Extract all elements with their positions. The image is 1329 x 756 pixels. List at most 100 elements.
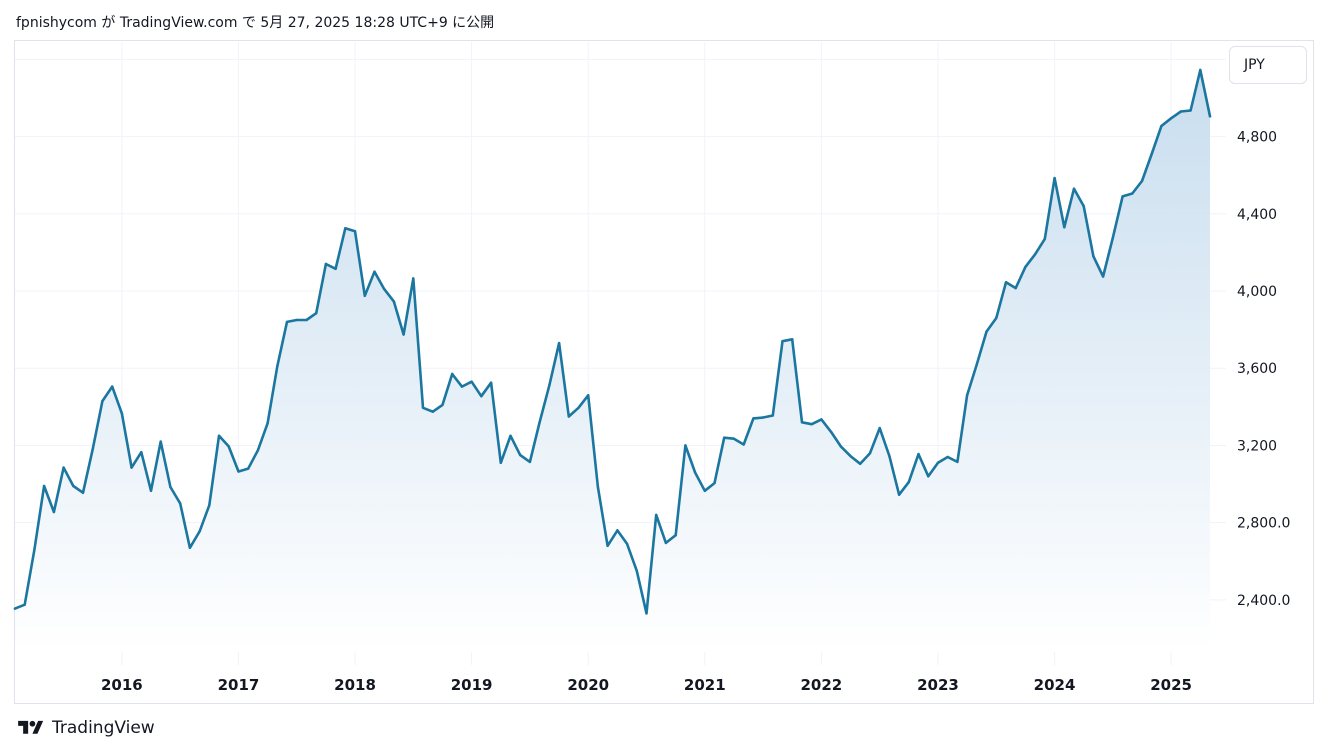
data-point (499, 461, 502, 464)
data-point (635, 569, 638, 573)
data-point (159, 440, 162, 443)
data-point (208, 504, 211, 507)
data-point (23, 603, 26, 606)
data-point (1063, 226, 1066, 229)
data-point (81, 491, 85, 494)
data-point (353, 230, 357, 233)
data-point (237, 470, 240, 473)
data-point (441, 403, 444, 407)
data-point (878, 426, 881, 430)
price-area-fill (15, 70, 1210, 652)
data-point (149, 489, 153, 492)
footer-brand-label: TradingView (52, 718, 155, 738)
data-point (800, 421, 804, 424)
data-point (781, 340, 784, 343)
data-point (1082, 204, 1085, 208)
y-tick-label: 2,800.0 (1237, 516, 1290, 532)
data-point (295, 318, 298, 322)
data-point (169, 485, 172, 489)
tradingview-logo-icon (18, 720, 44, 734)
data-point (606, 544, 609, 547)
data-point (829, 430, 833, 434)
data-point (130, 466, 133, 469)
y-tick-label: 4,000 (1237, 284, 1277, 300)
data-point (1111, 236, 1115, 240)
y-tick-label: 3,600 (1237, 361, 1277, 377)
data-point (538, 421, 541, 424)
data-point (1199, 68, 1202, 72)
data-point (956, 460, 959, 464)
data-point (179, 502, 182, 505)
data-point (344, 227, 347, 230)
data-point (596, 485, 600, 489)
publish-info-text: fpnishycom が TradingView.com で 5月 27, 20… (16, 15, 495, 31)
data-point (985, 330, 988, 333)
data-point (52, 510, 56, 514)
data-point (489, 381, 493, 384)
data-point (373, 270, 376, 273)
data-point (703, 489, 706, 492)
data-point (256, 449, 260, 452)
data-point (839, 445, 842, 448)
data-point (664, 541, 668, 545)
y-tick-label: 4,800 (1237, 130, 1277, 146)
data-point (480, 395, 483, 398)
data-point (975, 363, 978, 366)
y-tick-label: 3,200 (1237, 438, 1277, 454)
data-point (1014, 286, 1017, 290)
data-point (276, 365, 279, 368)
data-point (1024, 265, 1027, 269)
data-point (742, 443, 745, 446)
data-point (519, 453, 522, 457)
data-point (577, 406, 580, 409)
data-point (188, 546, 192, 549)
data-point (1101, 275, 1105, 278)
data-point (810, 423, 813, 426)
x-tick-label: 2016 (101, 676, 143, 694)
data-point (402, 333, 405, 336)
data-point (936, 461, 940, 464)
x-tick-label: 2020 (567, 676, 609, 694)
data-point (674, 534, 677, 537)
data-point (363, 294, 366, 297)
data-point (42, 484, 46, 488)
data-point (305, 318, 308, 322)
data-point (111, 385, 114, 388)
data-point (907, 480, 910, 484)
data-point (62, 466, 65, 469)
data-point (645, 612, 648, 615)
x-tick-label: 2023 (917, 676, 959, 694)
data-point (820, 418, 823, 421)
data-point (421, 406, 425, 409)
x-tick-label: 2025 (1150, 676, 1192, 694)
chart-frame (14, 40, 1314, 704)
data-point (1208, 115, 1212, 118)
data-point (334, 267, 337, 270)
data-point (684, 444, 687, 447)
data-point (451, 372, 454, 376)
data-point (761, 416, 765, 419)
y-axis-labels: 2,400.02,800.03,2003,6004,0004,4004,8005… (1237, 52, 1290, 609)
currency-badge[interactable]: JPY (1229, 46, 1307, 84)
data-point (412, 277, 415, 280)
y-tick-label: 2,400.0 (1237, 593, 1290, 609)
x-tick-label: 2018 (334, 676, 376, 694)
x-tick-label: 2022 (801, 676, 843, 694)
footer-brand[interactable]: TradingView (16, 718, 155, 738)
data-point (557, 341, 561, 345)
data-point (655, 513, 658, 517)
data-point (509, 434, 512, 437)
data-point (771, 414, 774, 417)
x-tick-label: 2017 (218, 676, 260, 694)
data-point (1140, 179, 1144, 183)
data-point (946, 455, 949, 459)
data-point (324, 262, 328, 266)
data-point (217, 434, 221, 437)
data-point (91, 448, 94, 451)
data-point (917, 452, 920, 456)
data-point (625, 542, 629, 546)
data-point (470, 380, 473, 383)
data-point (1160, 124, 1163, 128)
data-point (140, 451, 143, 454)
